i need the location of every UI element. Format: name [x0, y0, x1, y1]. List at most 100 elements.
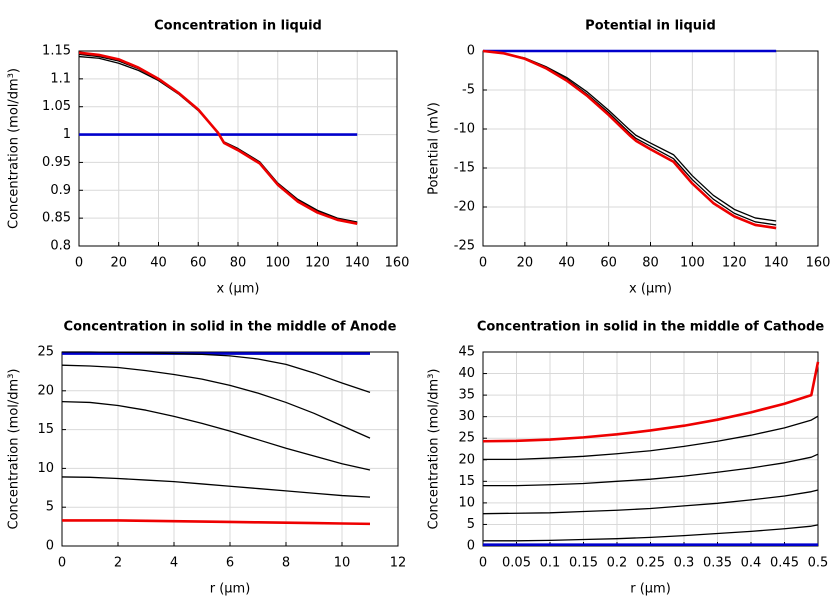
y-tick-label: 15: [37, 422, 54, 437]
x-tick-label: 0: [479, 256, 487, 271]
x-tick-label: 160: [385, 256, 410, 271]
x-tick-label: 20: [110, 256, 127, 271]
series-line: [61, 401, 371, 471]
y-tick-label: 1.05: [42, 99, 71, 114]
chart-title: Potential in liquid: [585, 19, 716, 34]
x-tick-label: 10: [334, 556, 351, 571]
series-line: [62, 519, 371, 526]
y-tick-label: 0: [467, 539, 475, 554]
y-tick-label: 5: [46, 500, 54, 515]
series-line: [78, 51, 358, 225]
x-axis-label: x (µm): [629, 282, 672, 297]
x-tick-label: 4: [170, 556, 178, 571]
y-tick-label: -5: [462, 83, 475, 98]
y-tick-label: -20: [454, 200, 475, 215]
x-tick-label: 0.35: [703, 556, 732, 571]
chart-title: Concentration in solid in the middle of …: [64, 320, 397, 335]
y-tick-label: 0.95: [42, 155, 71, 170]
series-line: [483, 415, 819, 460]
x-tick-label: 8: [282, 556, 290, 571]
y-tick-label: 0.8: [50, 239, 71, 254]
x-tick-label: 0.5: [808, 556, 829, 571]
x-tick-label: 0.45: [770, 556, 799, 571]
x-tick-label: 140: [764, 256, 789, 271]
x-tick-label: 20: [517, 256, 534, 271]
x-tick-label: 140: [345, 256, 370, 271]
y-tick-label: 25: [37, 345, 54, 360]
x-tick-label: 2: [114, 556, 122, 571]
y-tick-label: 35: [458, 388, 475, 403]
series-line: [61, 364, 371, 439]
x-tick-label: 0.25: [636, 556, 665, 571]
x-tick-label: 100: [680, 256, 705, 271]
series-line: [482, 49, 777, 230]
x-axis-label: r (µm): [630, 582, 671, 597]
y-tick-label: 40: [458, 366, 475, 381]
y-tick-label: 20: [458, 452, 475, 467]
y-tick-label: -25: [454, 239, 475, 254]
x-tick-label: 0.3: [674, 556, 695, 571]
y-tick-label: 5: [467, 517, 475, 532]
plot-frame: [61, 351, 399, 547]
x-tick-label: 80: [642, 256, 659, 271]
y-axis-label: Concentration (mol/dm³): [427, 369, 442, 530]
y-axis-label: Concentration (mol/dm³): [7, 369, 22, 530]
panel: Concentration in liquid 0 20 40 60 80 100 120 14…: [7, 19, 410, 297]
panel: Concentration in solid in the middle of …: [7, 320, 407, 597]
y-tick-label: 0.85: [42, 211, 71, 226]
series-line: [483, 453, 819, 487]
series-line: [78, 55, 358, 223]
x-tick-label: 160: [806, 256, 831, 271]
x-tick-label: 60: [190, 256, 207, 271]
y-tick-label: 10: [37, 461, 54, 476]
x-tick-label: 120: [305, 256, 330, 271]
y-tick-label: 1: [63, 127, 71, 142]
x-tick-label: 0: [479, 556, 487, 571]
y-tick-label: 15: [458, 474, 475, 489]
x-tick-label: 40: [150, 256, 167, 271]
x-axis-label: r (µm): [210, 582, 251, 597]
x-tick-label: 0.1: [540, 556, 561, 571]
series-line: [61, 476, 371, 498]
series-line: [482, 361, 820, 443]
x-tick-label: 0.15: [569, 556, 598, 571]
x-tick-label: 0.2: [607, 556, 628, 571]
x-tick-label: 12: [390, 556, 407, 571]
y-axis-label: Concentration (mol/dm³): [7, 68, 22, 229]
series-line: [62, 351, 371, 393]
x-tick-label: 60: [600, 256, 617, 271]
chart-title: Concentration in solid in the middle of …: [477, 320, 825, 335]
y-axis-label: Potential (mV): [427, 102, 442, 195]
x-tick-label: 0: [58, 556, 66, 571]
y-tick-label: 20: [37, 383, 54, 398]
y-tick-label: 45: [458, 345, 475, 360]
y-tick-label: 0.9: [50, 183, 71, 198]
x-tick-label: 40: [558, 256, 575, 271]
panel: Concentration in solid in the middle of …: [427, 320, 829, 597]
chart-title: Concentration in liquid: [154, 19, 322, 34]
y-tick-label: 1.15: [42, 44, 71, 59]
y-tick-label: 0: [46, 539, 54, 554]
plot-frame: [78, 50, 398, 247]
x-tick-label: 100: [265, 256, 290, 271]
y-tick-label: -10: [454, 122, 475, 137]
series-line: [482, 50, 777, 226]
y-tick-label: 10: [458, 495, 475, 510]
x-tick-label: 0.05: [502, 556, 531, 571]
x-axis-label: x (µm): [217, 282, 260, 297]
x-tick-label: 6: [226, 556, 234, 571]
x-tick-label: 0: [75, 256, 83, 271]
y-tick-label: 30: [458, 409, 475, 424]
y-tick-label: -15: [454, 161, 475, 176]
series-line: [78, 53, 358, 224]
y-tick-label: 0: [467, 44, 475, 59]
panel: Potential in liquid 0 20 40 60 80 100 120 140 160…: [427, 19, 831, 297]
series-line: [483, 524, 819, 542]
y-tick-label: 1.1: [50, 71, 71, 86]
x-tick-label: 80: [230, 256, 247, 271]
x-tick-label: 120: [722, 256, 747, 271]
series-line: [482, 489, 819, 515]
y-tick-label: 25: [458, 431, 475, 446]
x-tick-label: 0.4: [741, 556, 762, 571]
